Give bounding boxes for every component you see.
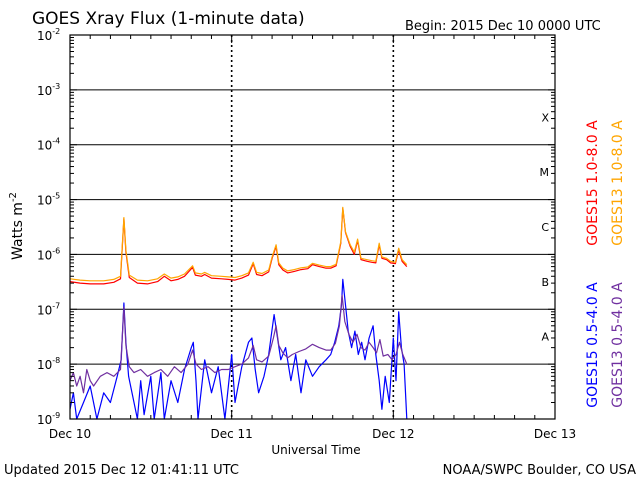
y-tick-label: 10-7 [37, 301, 60, 317]
x-tick-label: Dec 10 [49, 427, 91, 441]
y-tick-label: 10-2 [37, 27, 60, 43]
y-tick-label-base: 10 [37, 139, 52, 153]
series-line-4 [69, 294, 408, 394]
y-tick-label: 10-6 [37, 246, 60, 262]
y-tick-label-base: 10 [37, 413, 52, 427]
y-tick-label-base: 10 [37, 84, 52, 98]
x-tick-label: Dec 11 [211, 427, 253, 441]
y-tick-label-sup: -9 [52, 411, 60, 420]
legend-entry-4: GOES13 0.5-4.0 A [610, 282, 626, 408]
begin-label: Begin: 2015 Dec 10 0000 UTC [405, 19, 601, 34]
y-tick-label-base: 10 [37, 303, 52, 317]
series-layer [69, 206, 408, 420]
y-axis-label-text: Watts m [10, 202, 26, 260]
y-tick-label-sup: -6 [52, 246, 60, 255]
y-tick-label-sup: -5 [52, 192, 60, 201]
chart-title: GOES Xray Flux (1-minute data) [32, 9, 305, 29]
x-axis-label: Universal Time [271, 443, 360, 457]
flare-class-label: M [540, 166, 550, 179]
legend-entry-2: GOES13 1.0-8.0 A [610, 120, 626, 246]
y-axis-label-sup: -2 [8, 192, 19, 202]
flare-class-label: C [541, 221, 549, 234]
y-axis-label-group: Watts m-2 [8, 192, 26, 260]
y-tick-label-sup: -7 [52, 301, 60, 310]
x-tick-label: Dec 13 [534, 427, 576, 441]
y-tick-label-sup: -4 [52, 137, 60, 146]
footer-updated: Updated 2015 Dec 12 01:41:11 UTC [4, 463, 239, 478]
y-tick-label: 10-9 [37, 411, 60, 427]
y-tick-label: 10-8 [37, 356, 60, 372]
y-tick-label-sup: -8 [52, 356, 60, 365]
flare-class-label: X [541, 111, 549, 124]
y-tick-label-base: 10 [37, 194, 52, 208]
y-tick-label-base: 10 [37, 358, 52, 372]
flare-class-label: B [541, 276, 549, 289]
y-tick-label: 10-3 [37, 82, 60, 98]
flare-class-label: A [541, 331, 549, 344]
grid-layer [70, 35, 555, 419]
series-line-3 [69, 278, 408, 420]
x-tick-label: Dec 12 [372, 427, 414, 441]
y-tick-label-sup: -3 [52, 82, 60, 91]
y-tick-label-base: 10 [37, 29, 52, 43]
plot-frame [69, 34, 556, 420]
y-tick-label: 10-5 [37, 192, 60, 208]
y-axis-label: Watts m-2 [8, 192, 26, 260]
legend-entry-1: GOES15 1.0-8.0 A [585, 120, 601, 246]
series-line-2 [69, 206, 408, 282]
y-tick-label-sup: -2 [52, 27, 60, 36]
legend: GOES15 1.0-8.0 A GOES13 1.0-8.0 A GOES15 0… [585, 120, 626, 408]
y-tick-label-base: 10 [37, 248, 52, 262]
footer-credit: NOAA/SWPC Boulder, CO USA [443, 463, 636, 478]
legend-entry-3: GOES15 0.5-4.0 A [585, 282, 601, 408]
y-tick-label: 10-4 [37, 137, 60, 153]
